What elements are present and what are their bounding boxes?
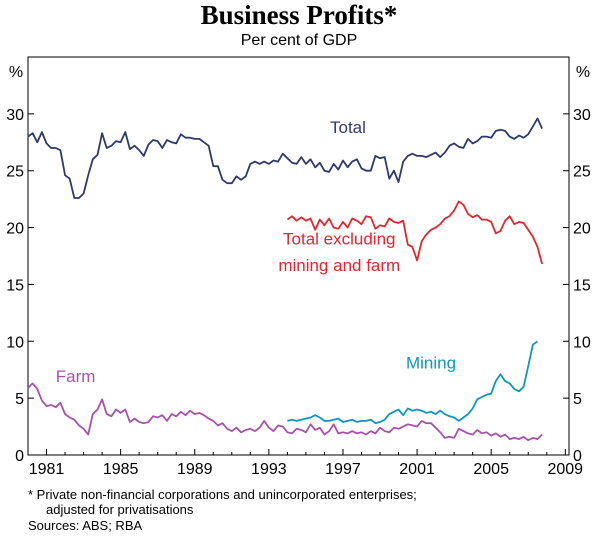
chart-title: Business Profits* [201,0,398,30]
series-line-mining [287,340,539,425]
y-tick-label-right: 25 [573,164,591,181]
series-line-farm [27,382,543,442]
plot-frame [27,56,570,456]
x-tick-label: 2001 [399,461,435,478]
y-tick-label-right: 20 [573,221,591,238]
x-tick-label: 1981 [29,461,65,478]
x-tick-label: 2009 [547,461,583,478]
series-line-total-excluding-mining-and-farm [286,200,543,265]
y-tick-label-right: 10 [573,334,591,351]
y-tick-label-left: 15 [6,277,24,294]
y-tick-label-left: 10 [6,334,24,351]
y-tick-label-right: 0 [573,448,582,465]
x-tick-label: 1993 [251,461,287,478]
footnote-line-2: adjusted for privatisations [46,502,194,517]
series-label: Farm [56,367,96,386]
series-labels: Total Total excluding mining and farm Minin… [56,118,456,386]
y-tick-label-left: 20 [6,221,24,238]
x-tick-label: 1989 [177,461,213,478]
y-tick-label-right: 5 [573,391,582,408]
y-tick-label-left: 5 [15,391,24,408]
x-tick-label: 2005 [473,461,509,478]
footnote-line-1: * Private non-financial corporations and… [28,487,417,502]
chart-subtitle: Per cent of GDP [241,32,358,49]
series-label: mining and farm [278,256,400,275]
series-label: Total [330,118,366,137]
series-line-total [27,117,543,199]
y-tick-label-right: 15 [573,277,591,294]
x-tick-label: 1985 [103,461,139,478]
y-tick-label-left: 25 [6,164,24,181]
x-tick-label: 1997 [325,461,361,478]
y-tick-label-left: 0 [15,448,24,465]
series-label: Mining [406,354,456,373]
axis-ticks: 0 0 5 5 10 10 15 15 20 20 25 25 30 30 1981 1985 1989 1993… [6,107,591,478]
sources-note: Sources: ABS; RBA [28,518,143,533]
y-tick-label-left: 30 [6,107,24,124]
series-lines [27,117,543,442]
y-tick-label-right: 30 [573,107,591,124]
left-unit-label: % [9,64,23,81]
series-label: Total excluding [283,230,395,249]
right-unit-label: % [576,64,590,81]
